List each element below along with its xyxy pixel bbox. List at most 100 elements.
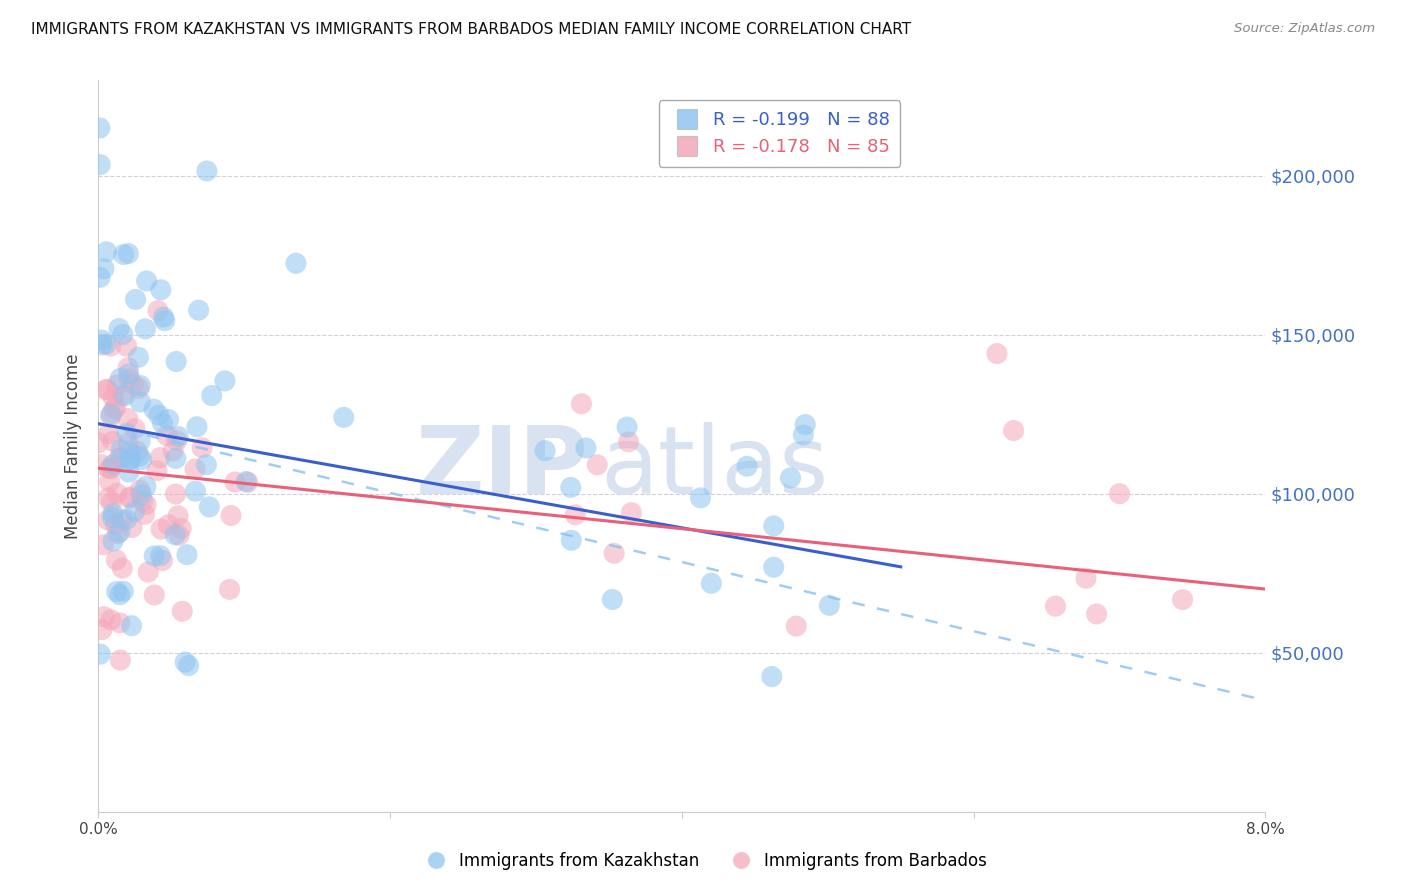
- Point: [149, 450, 172, 465]
- Point: [219, 508, 242, 523]
- Point: [135, 498, 157, 512]
- Point: [110, 442, 132, 457]
- Point: [152, 310, 174, 325]
- Point: [105, 486, 128, 500]
- Point: [332, 410, 354, 425]
- Point: [120, 452, 142, 467]
- Point: [117, 246, 139, 260]
- Text: atlas: atlas: [600, 422, 828, 514]
- Point: [100, 339, 122, 353]
- Point: [107, 451, 129, 466]
- Point: [560, 533, 582, 548]
- Point: [108, 371, 131, 385]
- Point: [135, 274, 157, 288]
- Point: [100, 461, 122, 475]
- Point: [115, 426, 138, 441]
- Point: [101, 507, 124, 521]
- Point: [108, 525, 131, 540]
- Point: [101, 434, 124, 449]
- Point: [94, 337, 117, 351]
- Point: [143, 588, 166, 602]
- Point: [105, 378, 128, 392]
- Text: ZIP: ZIP: [416, 422, 589, 514]
- Point: [112, 584, 135, 599]
- Point: [165, 451, 187, 466]
- Point: [104, 401, 127, 415]
- Point: [101, 458, 124, 472]
- Point: [146, 464, 169, 478]
- Point: [785, 619, 807, 633]
- Point: [735, 459, 758, 474]
- Point: [1171, 592, 1194, 607]
- Point: [129, 483, 152, 497]
- Point: [166, 434, 188, 448]
- Point: [762, 560, 785, 574]
- Point: [120, 490, 142, 504]
- Point: [134, 508, 156, 522]
- Point: [156, 428, 179, 442]
- Point: [603, 546, 626, 560]
- Point: [107, 526, 129, 541]
- Point: [165, 354, 187, 368]
- Point: [157, 517, 180, 532]
- Point: [117, 411, 139, 425]
- Point: [1045, 599, 1067, 614]
- Point: [761, 669, 783, 683]
- Point: [91, 538, 114, 552]
- Point: [177, 658, 200, 673]
- Point: [152, 417, 174, 431]
- Point: [165, 528, 187, 542]
- Point: [115, 339, 138, 353]
- Point: [111, 327, 134, 342]
- Point: [1108, 486, 1130, 500]
- Text: IMMIGRANTS FROM KAZAKHSTAN VS IMMIGRANTS FROM BARBADOS MEDIAN FAMILY INCOME CORR: IMMIGRANTS FROM KAZAKHSTAN VS IMMIGRANTS…: [31, 22, 911, 37]
- Point: [117, 360, 139, 375]
- Point: [115, 513, 138, 527]
- Point: [127, 444, 149, 458]
- Point: [129, 434, 152, 448]
- Point: [111, 388, 134, 402]
- Point: [121, 618, 143, 632]
- Point: [167, 508, 190, 523]
- Point: [167, 429, 190, 443]
- Point: [700, 576, 723, 591]
- Point: [143, 549, 166, 563]
- Point: [108, 321, 131, 335]
- Point: [103, 402, 125, 417]
- Point: [91, 338, 114, 352]
- Point: [184, 462, 207, 476]
- Point: [89, 647, 111, 661]
- Point: [201, 388, 224, 402]
- Point: [186, 419, 208, 434]
- Point: [118, 445, 141, 459]
- Y-axis label: Median Family Income: Median Family Income: [65, 353, 83, 539]
- Point: [98, 461, 121, 475]
- Point: [91, 623, 114, 637]
- Point: [111, 561, 134, 575]
- Point: [157, 412, 180, 426]
- Point: [167, 528, 190, 542]
- Point: [586, 458, 609, 472]
- Point: [90, 458, 112, 472]
- Point: [103, 391, 125, 405]
- Point: [131, 488, 153, 502]
- Point: [176, 548, 198, 562]
- Point: [195, 164, 218, 178]
- Point: [128, 449, 150, 463]
- Point: [149, 549, 172, 563]
- Point: [172, 604, 194, 618]
- Point: [89, 270, 111, 285]
- Point: [162, 443, 184, 458]
- Point: [122, 377, 145, 392]
- Point: [105, 584, 128, 599]
- Point: [184, 484, 207, 499]
- Point: [620, 506, 643, 520]
- Point: [986, 346, 1008, 360]
- Point: [121, 520, 143, 534]
- Point: [1002, 424, 1025, 438]
- Point: [134, 322, 156, 336]
- Point: [153, 313, 176, 327]
- Point: [124, 421, 146, 435]
- Point: [170, 522, 193, 536]
- Point: [96, 244, 118, 259]
